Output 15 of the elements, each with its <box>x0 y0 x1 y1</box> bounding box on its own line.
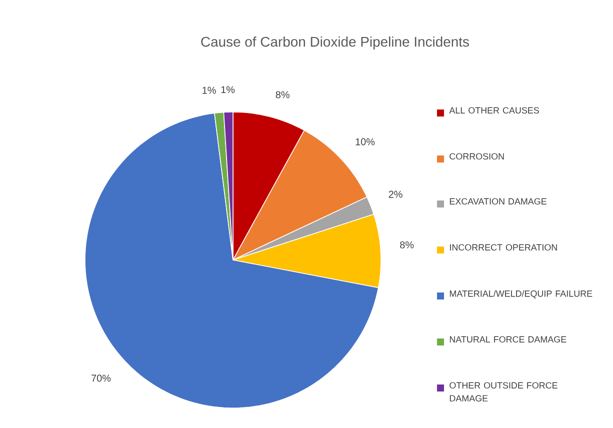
data-label: 1% <box>202 86 216 94</box>
chart-title: Cause of Carbon Dioxide Pipeline Incidents <box>201 36 469 50</box>
legend-label: MATERIAL/WELD/EQUIP FAILURE <box>450 290 592 298</box>
data-label: 70% <box>92 374 111 382</box>
data-label: 8% <box>276 91 290 98</box>
legend-label: INCORRECT OPERATION <box>450 244 557 251</box>
legend-label: CORROSION <box>450 153 504 160</box>
legend-label: ALL OTHER CAUSES <box>449 107 539 114</box>
legend-label: NATURAL FORCE DAMAGE <box>450 336 566 343</box>
data-label: 10% <box>356 138 375 146</box>
legend-label: OTHER OUTSIDE FORCE DAMAGE <box>450 382 558 402</box>
data-label: 2% <box>388 190 402 198</box>
data-label: 8% <box>400 241 414 248</box>
data-label: 1% <box>221 86 235 94</box>
legend-label: EXCAVATION DAMAGE <box>450 198 546 205</box>
